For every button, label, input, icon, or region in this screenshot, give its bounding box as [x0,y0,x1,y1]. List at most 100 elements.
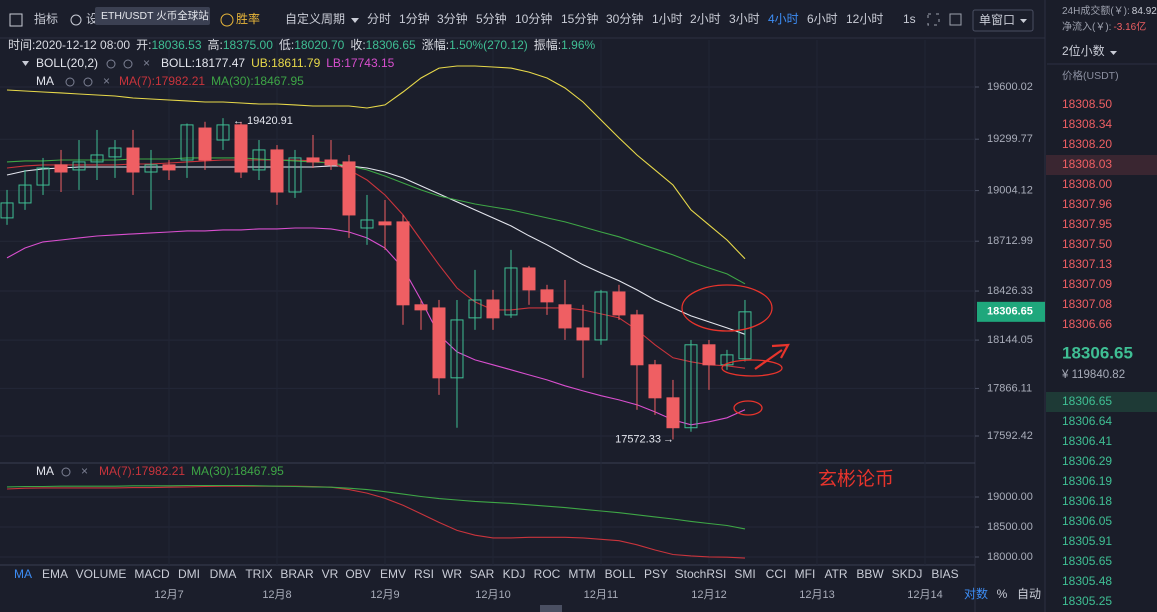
eye-icon[interactable] [65,77,75,87]
indicator-tab[interactable]: MTM [568,567,595,581]
indicator-tab[interactable]: VR [322,567,339,581]
indicators-button[interactable]: 指标 [34,11,58,26]
winrate-button[interactable]: 胜率 [236,11,260,26]
ask-price: 18308.00 [1062,177,1112,191]
indicator-tab[interactable]: WR [442,567,462,581]
watermark: 玄彬论币 [818,468,894,490]
indicator-tab[interactable]: DMA [210,567,237,581]
screenshot-icon[interactable] [949,13,962,26]
interval-button[interactable]: 分时 [367,12,391,26]
x-tick-label: 12月10 [475,589,510,601]
indicator-tab[interactable]: MACD [134,567,170,581]
ask-price: 18308.20 [1062,137,1112,151]
candle-body [216,124,230,141]
bid-price: 18305.25 [1062,594,1112,608]
highlight-arrow [754,343,790,370]
indicator-tab[interactable]: StochRSI [676,567,727,581]
interval-button[interactable]: 4小时 [768,12,799,26]
interval-button[interactable]: 3分钟 [437,11,468,26]
interval-button[interactable]: 12小时 [846,12,883,26]
close-icon[interactable]: × [81,464,88,478]
settings-icon[interactable] [83,77,93,87]
decimals-select[interactable]: 2位小数 [1062,43,1105,58]
bid-price: 18306.65 [1062,394,1112,408]
fullscreen-icon[interactable] [927,13,940,26]
indicator-tab[interactable]: EMV [380,567,406,581]
seconds-button[interactable]: 1s [903,12,916,26]
ma-legend: MA(7):17982.21 MA(30):18467.95 [119,74,304,88]
candle-body [648,364,662,399]
scroll-handle[interactable] [540,605,562,612]
highlight-row [1046,155,1157,175]
info-value: 1.50%(270.12) [449,38,528,52]
candle-body [162,164,176,171]
lower-indicator-line [6,484,746,530]
y-tick-label: 19000.00 [987,491,1033,503]
info-value: 18306.65 [366,38,416,52]
indicator-tab[interactable]: MA [14,567,32,581]
indicator-tab[interactable]: TRIX [245,567,272,581]
candle-body [684,344,698,429]
indicator-tab[interactable]: RSI [414,567,434,581]
highlight-row [1046,392,1157,412]
candle-body [522,267,536,291]
indicator-tab[interactable]: SMI [734,567,755,581]
interval-button[interactable]: 1分钟 [399,11,430,26]
collapse-arrow[interactable] [22,61,29,66]
interval-button[interactable]: 15分钟 [561,11,598,26]
interval-button[interactable]: 1小时 [652,12,683,26]
indicator-tab[interactable]: CCI [766,567,787,581]
indicator-tab[interactable]: ATR [824,567,847,581]
interval-button[interactable]: 6小时 [807,12,838,26]
interval-button[interactable]: 2小时 [690,12,721,26]
eye-icon[interactable] [106,59,116,69]
ask-price: 18307.96 [1062,197,1112,211]
ask-price: 18308.34 [1062,117,1112,131]
settings-icon[interactable] [61,467,71,477]
indicator-tab[interactable]: BBW [856,567,884,581]
indicator-line [6,65,746,260]
close-icon[interactable]: × [143,56,150,70]
interval-button[interactable]: 10分钟 [515,11,552,26]
candle-body [540,289,554,303]
candle-body [18,184,32,204]
y-tick-label: 19299.77 [987,133,1033,145]
winrate-icon[interactable] [220,13,234,27]
axis-mode[interactable]: % [997,587,1008,601]
indicator-tab[interactable]: EMA [42,567,68,581]
interval-button[interactable]: 3小时 [729,12,760,26]
candle-body [234,124,248,173]
interval-button[interactable]: 5分钟 [476,11,507,26]
info-label: 低: [279,38,294,52]
candle-body [450,319,464,379]
indicator-tab[interactable]: MFI [795,567,816,581]
window-select[interactable] [972,9,1034,32]
settings-icon[interactable] [70,14,82,26]
indicator-tab[interactable]: BOLL [605,567,636,581]
info-label: 收: [350,38,365,52]
indicator-tab[interactable]: DMI [178,567,200,581]
indicator-tab[interactable]: KDJ [503,567,526,581]
indicator-tab[interactable]: BIAS [931,567,958,581]
indicator-tab[interactable]: VOLUME [76,567,127,581]
indicator-tab[interactable]: ROC [534,567,561,581]
indicator-tab[interactable]: PSY [644,567,668,581]
y-tick-label: 19600.02 [987,81,1033,93]
indicator-tab[interactable]: SKDJ [892,567,923,581]
indicator-tab[interactable]: SAR [470,567,495,581]
custom-period[interactable]: 自定义周期 [285,11,345,26]
axis-mode[interactable]: 自动 [1017,587,1041,601]
close-icon[interactable]: × [103,74,110,88]
indicator-tab[interactable]: BRAR [280,567,314,581]
ask-price: 18307.08 [1062,297,1112,311]
ask-price: 18307.09 [1062,277,1112,291]
indicator-tab[interactable]: OBV [345,567,370,581]
indicator-icon[interactable] [9,13,23,27]
settings-icon[interactable] [123,59,133,69]
highlight-circle [733,400,763,416]
candle-body [396,221,410,306]
axis-mode[interactable]: 对数 [964,586,988,601]
interval-button[interactable]: 30分钟 [606,11,643,26]
ma-title: MA [36,464,54,478]
window-select-text[interactable]: 单窗口 [979,13,1015,27]
